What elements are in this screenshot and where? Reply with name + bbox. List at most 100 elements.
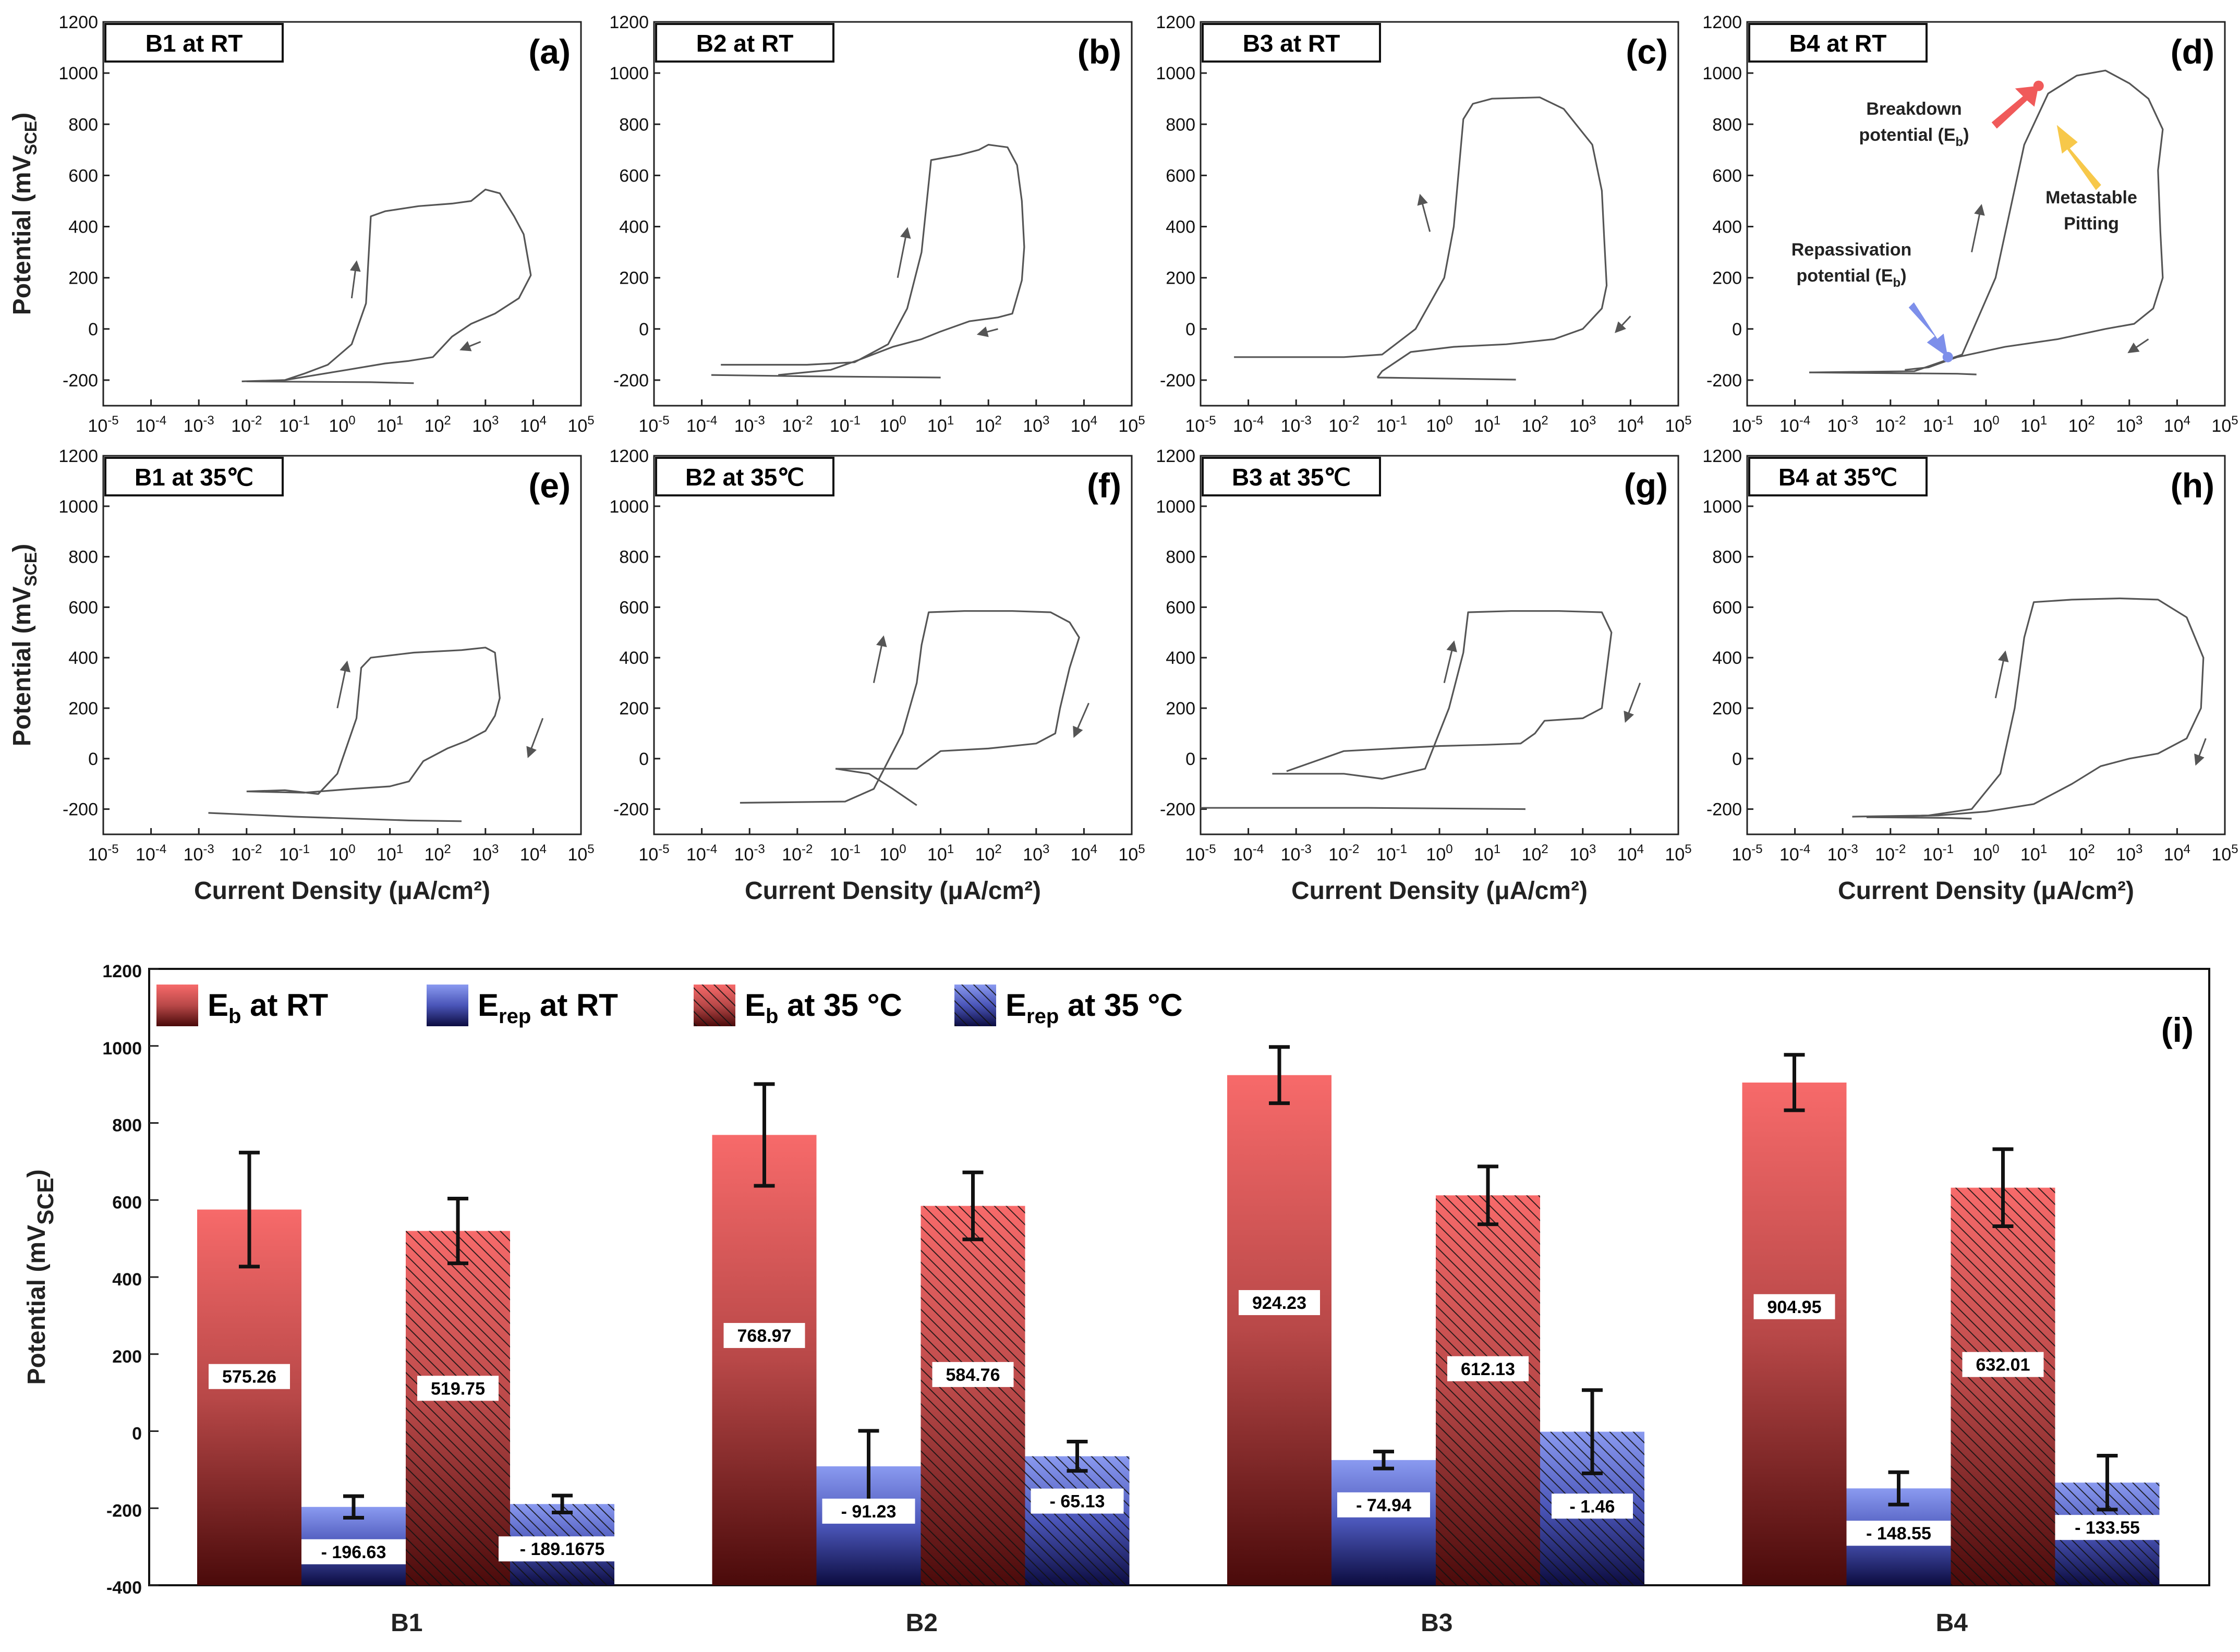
data-label-bg (1447, 1356, 1529, 1381)
data-label-bg (209, 1364, 290, 1389)
x-tick-label: 10-1 (1923, 414, 1954, 436)
y-tick-label: 1000 (1156, 497, 1195, 517)
y-tick-label: 200 (1166, 269, 1195, 288)
y-tick-label: 1200 (58, 446, 98, 466)
panel-f: -200 0 200 400 600 800 1000 1200 10-5 10-4 10-3 10-… (609, 446, 1145, 905)
cathodic-branch (1809, 371, 1977, 375)
data-label-bg (1239, 1290, 1320, 1315)
x-tick-label: 10-2 (1328, 842, 1359, 865)
data-label: 612.13 (1461, 1359, 1515, 1379)
panel-b: -200 0 200 400 600 800 1000 1200 10-5 10-4 10-3 10-… (609, 13, 1145, 436)
scan-direction-arrow (1417, 193, 1431, 232)
category-label: B4 (1936, 1609, 1968, 1637)
y-tick-label: 600 (1166, 166, 1195, 186)
cathodic-branch (835, 768, 917, 806)
legend-swatch-hatch (954, 985, 996, 1026)
y-tick-label: -200 (106, 1501, 142, 1521)
x-tick-label: 10-5 (88, 414, 118, 436)
y-tick-label: 1000 (1156, 64, 1195, 83)
x-tick-label: 10-2 (231, 414, 262, 436)
panel-label: (a) (528, 32, 571, 71)
y-tick-label: 1200 (1702, 446, 1742, 466)
data-label: - 1.46 (1570, 1497, 1615, 1516)
panel-title-box (1202, 457, 1381, 496)
data-label-bg (1031, 1488, 1124, 1514)
x-tick-label: 105 (2211, 842, 2238, 865)
panel-title-box (655, 23, 834, 63)
y-tick-label: 600 (619, 166, 649, 186)
data-label-bg (723, 1323, 805, 1349)
bar (1742, 1082, 1847, 1585)
y-tick-label: 400 (68, 648, 98, 668)
cathodic-branch (208, 812, 462, 822)
repassivation-arrow-icon (1908, 302, 1948, 357)
data-label: 904.95 (1767, 1297, 1822, 1317)
panel-title: B1 at 35℃ (135, 464, 253, 491)
plot-frame (653, 455, 1133, 835)
x-tick-label: 103 (2116, 842, 2142, 865)
legend-swatch (427, 985, 468, 1026)
x-tick-label: 105 (1665, 842, 1691, 865)
bar-hatch (921, 1206, 1025, 1585)
y-tick-label: 600 (1166, 598, 1195, 617)
y-tick-label: 600 (1712, 598, 1742, 617)
y-tick-label: -200 (613, 800, 649, 820)
legend-entry: Eb at 35 °C (745, 988, 902, 1028)
bar-hatch (1951, 1187, 2055, 1585)
x-tick-label: 101 (1474, 842, 1500, 865)
data-label: - 189.1675 (520, 1539, 605, 1559)
y-tick-label: 1000 (58, 497, 98, 517)
x-tick-label: 100 (329, 842, 355, 865)
x-tick-label: 10-4 (136, 414, 166, 436)
y-tick-label: -200 (63, 371, 98, 391)
data-label: 519.75 (431, 1379, 485, 1399)
x-tick-label: 100 (879, 842, 906, 865)
panel-h: -200 0 200 400 600 800 1000 1200 10-5 10-4 10-3 10-… (1702, 446, 2238, 905)
x-tick-label: 10-4 (1233, 414, 1264, 436)
x-tick-label: 10-3 (184, 842, 214, 865)
y-tick-label: 800 (112, 1116, 142, 1136)
panel-label: (d) (2171, 32, 2214, 71)
legend-swatch (156, 985, 198, 1026)
cathodic-branch (711, 374, 941, 379)
y-tick-label: 400 (619, 648, 649, 668)
y-axis-title: Potential (mVSCE) (23, 1169, 58, 1384)
plot-frame (1200, 21, 1679, 407)
annotation-metastable: Metastable (2045, 188, 2137, 208)
x-tick-label: 100 (879, 414, 906, 436)
data-label: - 148.55 (1866, 1524, 1931, 1544)
x-tick-label: 100 (1426, 414, 1452, 436)
x-tick-label: 10-5 (1185, 414, 1216, 436)
y-tick-label: 200 (619, 699, 649, 719)
x-tick-label: 105 (1118, 414, 1145, 436)
x-tick-label: 10-3 (1827, 842, 1858, 865)
y-tick-label: 200 (68, 699, 98, 719)
x-tick-label: 10-2 (1328, 414, 1359, 436)
y-axis-title: Potential (mVSCE) (8, 544, 40, 746)
data-label-bg (301, 1539, 406, 1564)
y-tick-label: 600 (619, 598, 649, 617)
cathodic-branch (1201, 807, 1525, 810)
plot-frame (1746, 21, 2226, 407)
x-tick-label: 103 (2116, 414, 2142, 436)
y-tick-label: 400 (68, 217, 98, 237)
y-tick-label: 800 (619, 548, 649, 567)
x-tick-label: 10-3 (1827, 414, 1858, 436)
metastable-arrow-icon (2056, 125, 2101, 190)
data-label-bg (499, 1536, 626, 1562)
data-label-bg (822, 1498, 915, 1524)
y-tick-label: 1200 (609, 446, 649, 466)
y-tick-label: 400 (1712, 648, 1742, 668)
plot-frame (102, 21, 582, 407)
y-tick-label: 0 (1185, 320, 1195, 339)
y-tick-label: 1200 (1156, 446, 1195, 466)
x-tick-label: 101 (927, 842, 954, 865)
scan-direction-arrow (2194, 738, 2207, 766)
x-tick-label: 10-3 (1281, 414, 1312, 436)
x-tick-label: 102 (425, 414, 451, 436)
bar-hatch (1025, 1456, 1130, 1585)
y-tick-label: 800 (619, 115, 649, 135)
legend-entry: Erep at 35 °C (1006, 988, 1183, 1028)
data-label: - 133.55 (2075, 1518, 2140, 1538)
data-label: - 65.13 (1050, 1492, 1105, 1512)
